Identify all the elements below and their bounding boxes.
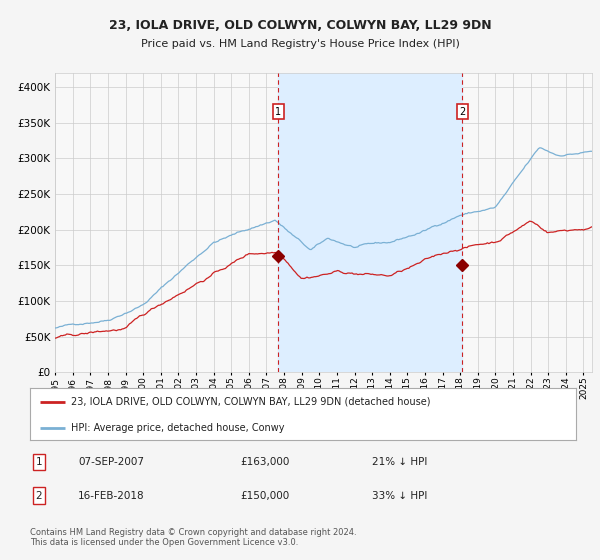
Text: £150,000: £150,000 — [240, 491, 289, 501]
Text: 07-SEP-2007: 07-SEP-2007 — [78, 457, 144, 467]
Text: 16-FEB-2018: 16-FEB-2018 — [78, 491, 145, 501]
Text: 2: 2 — [35, 491, 43, 501]
Text: 23, IOLA DRIVE, OLD COLWYN, COLWYN BAY, LL29 9DN: 23, IOLA DRIVE, OLD COLWYN, COLWYN BAY, … — [109, 18, 491, 32]
Text: 23, IOLA DRIVE, OLD COLWYN, COLWYN BAY, LL29 9DN (detached house): 23, IOLA DRIVE, OLD COLWYN, COLWYN BAY, … — [71, 397, 430, 407]
Text: 1: 1 — [275, 107, 281, 116]
Text: 33% ↓ HPI: 33% ↓ HPI — [372, 491, 427, 501]
Text: £163,000: £163,000 — [240, 457, 289, 467]
Text: HPI: Average price, detached house, Conwy: HPI: Average price, detached house, Conw… — [71, 423, 284, 433]
Text: 21% ↓ HPI: 21% ↓ HPI — [372, 457, 427, 467]
Text: 2: 2 — [459, 107, 466, 116]
Bar — [278, 73, 462, 372]
Text: Contains HM Land Registry data © Crown copyright and database right 2024.
This d: Contains HM Land Registry data © Crown c… — [30, 528, 356, 547]
Text: 1: 1 — [35, 457, 43, 467]
Text: Price paid vs. HM Land Registry's House Price Index (HPI): Price paid vs. HM Land Registry's House … — [140, 39, 460, 49]
